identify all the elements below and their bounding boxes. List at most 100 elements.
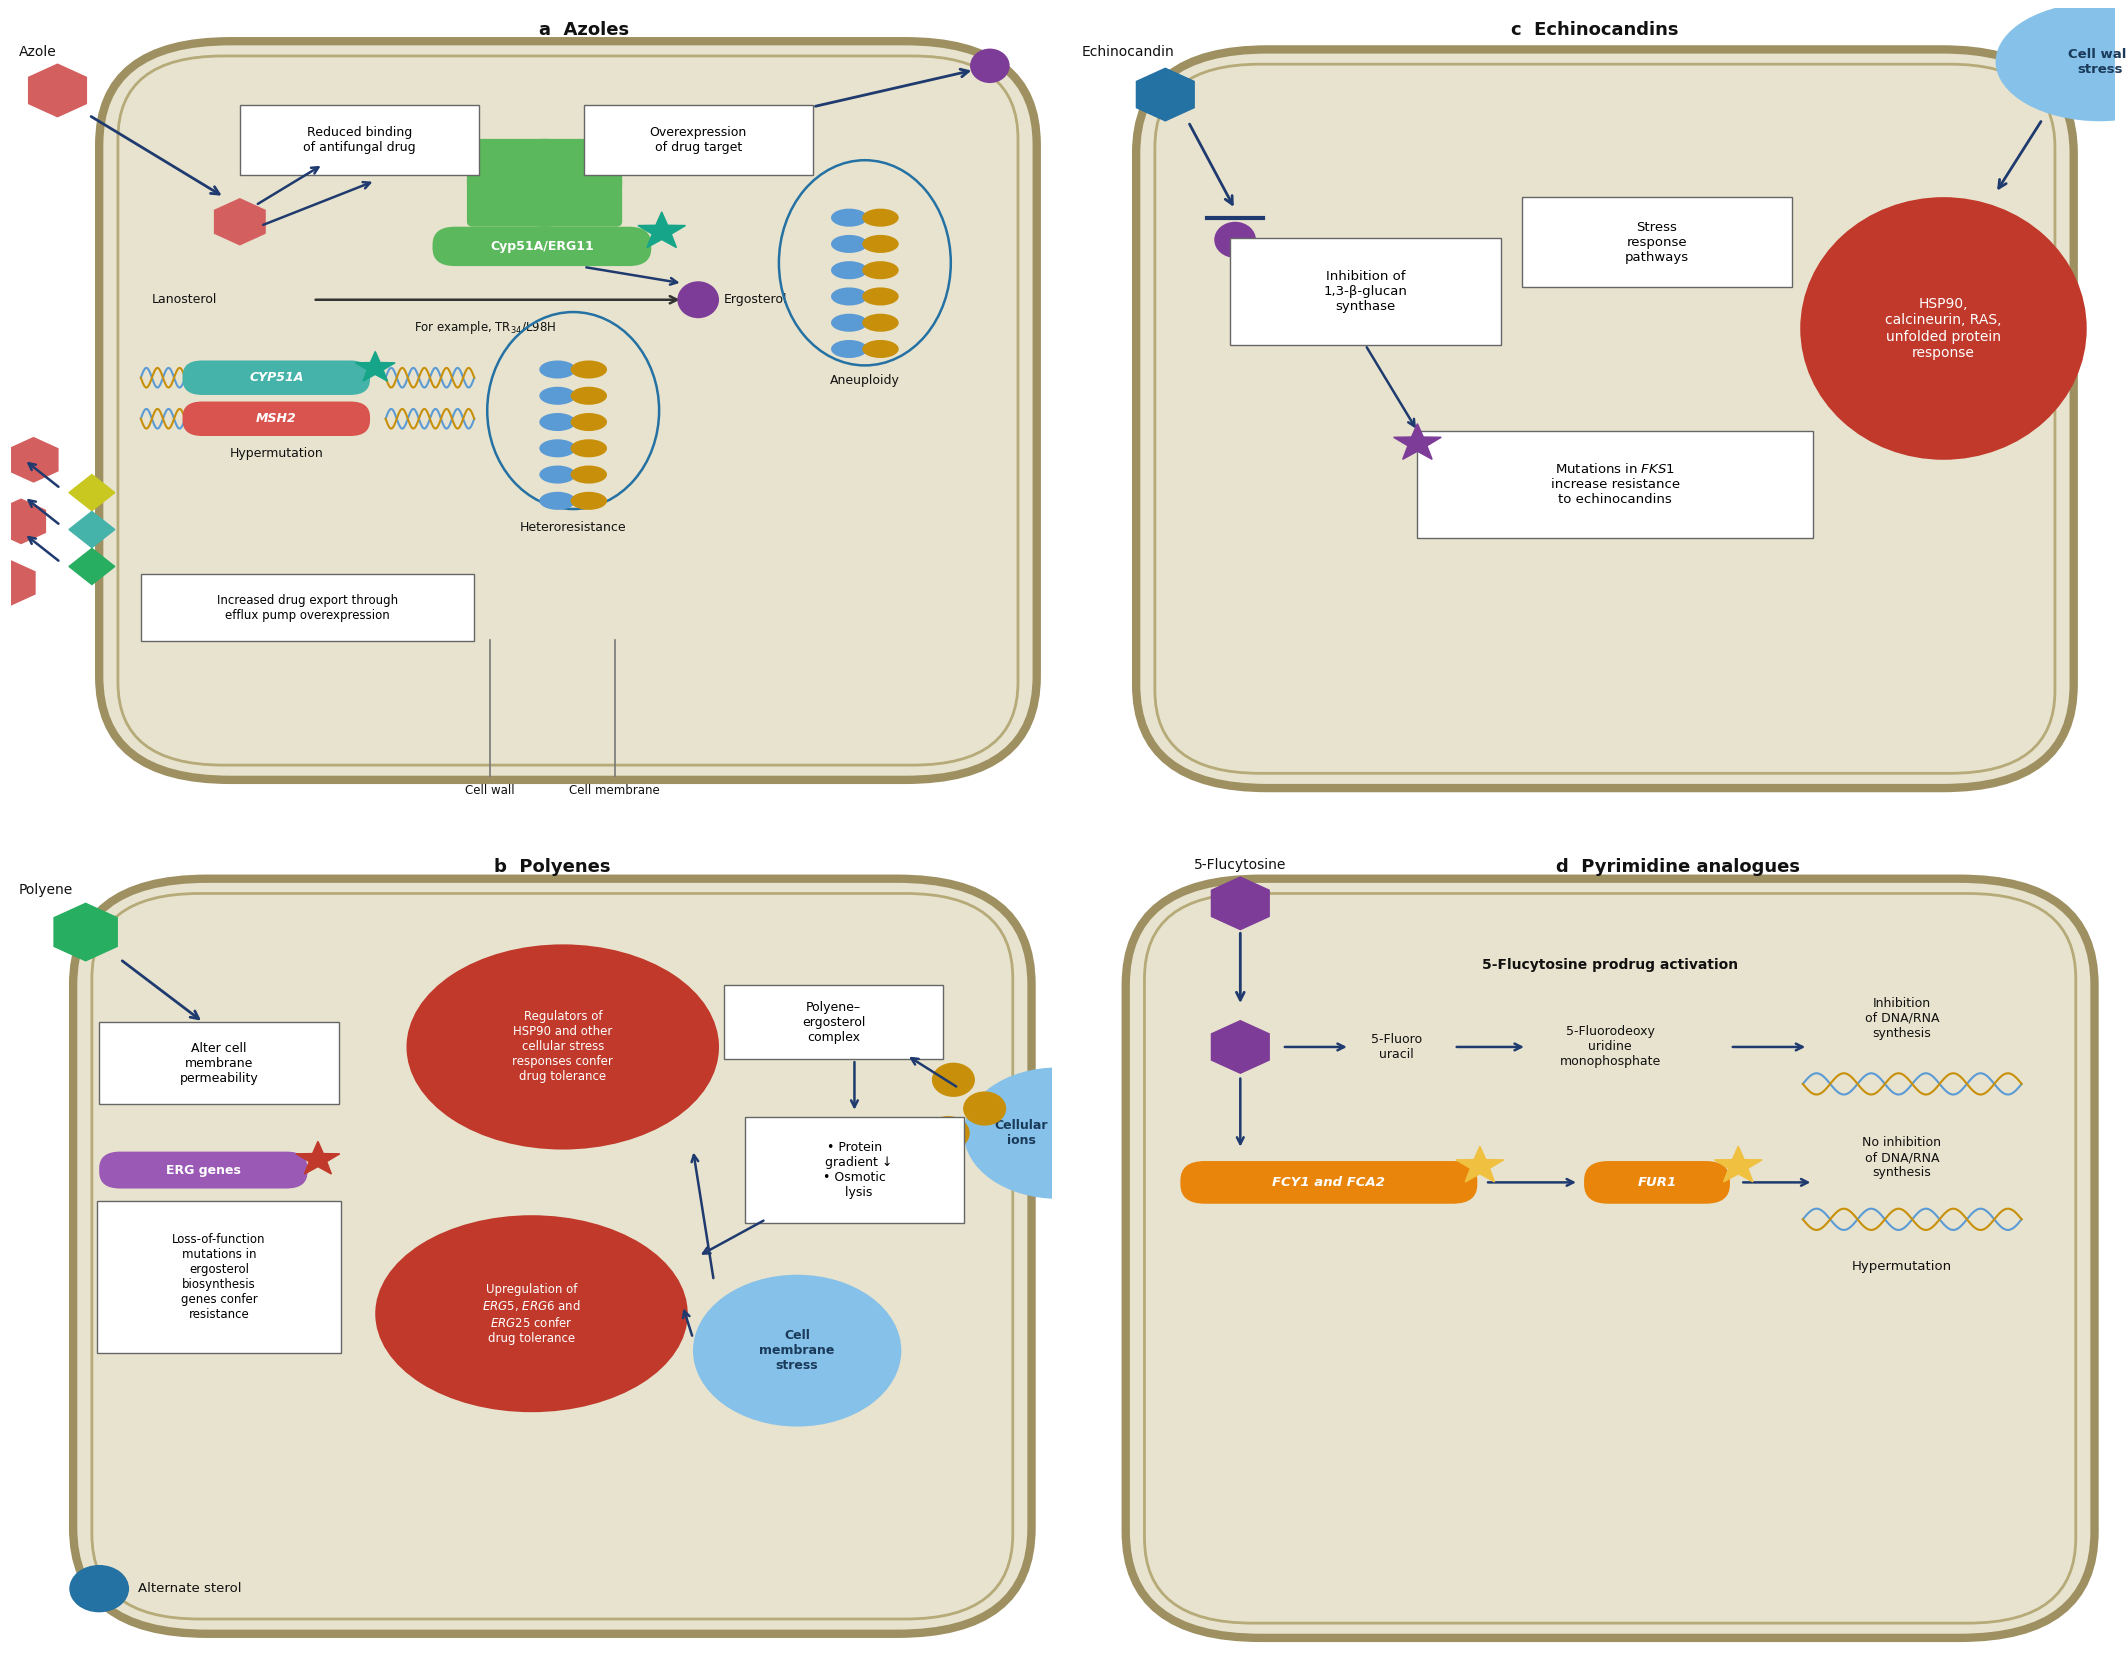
FancyBboxPatch shape [1584, 1161, 1731, 1204]
Ellipse shape [693, 1275, 901, 1427]
Ellipse shape [1801, 198, 2088, 459]
FancyBboxPatch shape [96, 1201, 342, 1353]
FancyBboxPatch shape [468, 139, 555, 189]
FancyBboxPatch shape [100, 1152, 308, 1189]
Ellipse shape [570, 387, 608, 405]
FancyBboxPatch shape [240, 106, 478, 174]
Ellipse shape [963, 1067, 1152, 1199]
Text: 5-Flucytosine: 5-Flucytosine [1195, 858, 1286, 873]
Text: b  Polyenes: b Polyenes [493, 858, 610, 876]
Text: Hypermutation: Hypermutation [230, 447, 323, 461]
Ellipse shape [540, 387, 576, 405]
FancyBboxPatch shape [183, 402, 370, 436]
Text: 5-Fluorodeoxy
uridine
monophosphate: 5-Fluorodeoxy uridine monophosphate [1560, 1025, 1660, 1069]
Text: ERG genes: ERG genes [166, 1164, 240, 1176]
Text: CYP51A: CYP51A [249, 372, 304, 384]
Text: MSH2: MSH2 [255, 412, 298, 425]
Ellipse shape [540, 414, 576, 430]
FancyBboxPatch shape [1135, 49, 2073, 789]
Text: Cell membrane: Cell membrane [570, 784, 661, 797]
Polygon shape [1212, 1020, 1269, 1074]
FancyBboxPatch shape [72, 879, 1031, 1633]
Text: For example, TR$_{34}$/L98H: For example, TR$_{34}$/L98H [415, 318, 555, 335]
Polygon shape [68, 474, 115, 511]
Polygon shape [1395, 424, 1441, 459]
Ellipse shape [540, 439, 576, 457]
Text: 5-Fluoro
uracil: 5-Fluoro uracil [1371, 1033, 1422, 1060]
Text: Inhibition
of DNA/RNA
synthesis: Inhibition of DNA/RNA synthesis [1865, 997, 1939, 1040]
Text: Ergosterol: Ergosterol [725, 293, 789, 307]
Polygon shape [1456, 1146, 1503, 1183]
Ellipse shape [570, 466, 608, 484]
FancyBboxPatch shape [468, 176, 555, 226]
Ellipse shape [969, 49, 1010, 84]
Text: Increased drug export through
efflux pump overexpression: Increased drug export through efflux pum… [217, 593, 398, 621]
Text: Regulators of
HSP90 and other
cellular stress
responses confer
drug tolerance: Regulators of HSP90 and other cellular s… [512, 1010, 612, 1084]
FancyBboxPatch shape [1229, 238, 1501, 345]
FancyBboxPatch shape [100, 42, 1037, 781]
Text: Cell
membrane
stress: Cell membrane stress [759, 1330, 836, 1372]
Ellipse shape [570, 492, 608, 509]
Polygon shape [1714, 1146, 1762, 1183]
Ellipse shape [570, 414, 608, 430]
Ellipse shape [406, 945, 719, 1149]
FancyBboxPatch shape [1522, 198, 1792, 288]
Polygon shape [638, 213, 685, 248]
Ellipse shape [1996, 2, 2126, 121]
FancyBboxPatch shape [432, 226, 651, 266]
Text: Reduced binding
of antifungal drug: Reduced binding of antifungal drug [304, 126, 417, 154]
Text: Upregulation of
$\mathit{ERG5}$, $\mathit{ERG6}$ and
$\mathit{ERG25}$ confer
dru: Upregulation of $\mathit{ERG5}$, $\mathi… [483, 1283, 580, 1345]
Ellipse shape [863, 340, 899, 358]
Text: d  Pyrimidine analogues: d Pyrimidine analogues [1556, 858, 1801, 876]
Text: HSP90,
calcineurin, RAS,
unfolded protein
response: HSP90, calcineurin, RAS, unfolded protei… [1886, 296, 2003, 360]
Polygon shape [28, 64, 87, 117]
Ellipse shape [540, 492, 576, 509]
Text: • Protein
  gradient ↓
• Osmotic
  lysis: • Protein gradient ↓ • Osmotic lysis [816, 1141, 893, 1199]
Text: Stress
response
pathways: Stress response pathways [1624, 221, 1688, 263]
Polygon shape [1212, 878, 1269, 930]
Ellipse shape [570, 439, 608, 457]
FancyBboxPatch shape [534, 139, 623, 189]
Text: 5-Flucytosine prodrug activation: 5-Flucytosine prodrug activation [1482, 958, 1739, 971]
Ellipse shape [863, 235, 899, 253]
Ellipse shape [863, 261, 899, 280]
Text: a  Azoles: a Azoles [538, 20, 629, 39]
Text: Cell wall
stress: Cell wall stress [2069, 47, 2126, 75]
Ellipse shape [540, 466, 576, 484]
Ellipse shape [831, 288, 867, 305]
Polygon shape [355, 352, 395, 382]
Ellipse shape [831, 235, 867, 253]
Text: c  Echinocandins: c Echinocandins [1512, 20, 1677, 39]
Text: Aneuploidy: Aneuploidy [829, 374, 899, 387]
Ellipse shape [863, 288, 899, 305]
Text: Alter cell
membrane
permeability: Alter cell membrane permeability [179, 1042, 259, 1085]
Text: Overexpression
of drug target: Overexpression of drug target [651, 126, 746, 154]
Text: Hypermutation: Hypermutation [1852, 1260, 1952, 1273]
Text: Cyp51A/ERG11: Cyp51A/ERG11 [489, 240, 593, 253]
Polygon shape [296, 1141, 340, 1174]
Text: Loss-of-function
mutations in
ergosterol
biosynthesis
genes confer
resistance: Loss-of-function mutations in ergosterol… [172, 1233, 266, 1322]
Text: Lanosterol: Lanosterol [151, 293, 217, 307]
Polygon shape [0, 561, 34, 605]
FancyBboxPatch shape [534, 176, 623, 226]
FancyBboxPatch shape [140, 575, 474, 642]
Ellipse shape [863, 313, 899, 332]
FancyBboxPatch shape [1180, 1161, 1478, 1204]
Ellipse shape [570, 360, 608, 379]
Polygon shape [9, 437, 57, 482]
Text: Echinocandin: Echinocandin [1082, 45, 1176, 59]
FancyBboxPatch shape [100, 1022, 338, 1104]
Text: Mutations in $\mathit{FKS1}$
increase resistance
to echinocandins: Mutations in $\mathit{FKS1}$ increase re… [1550, 462, 1680, 506]
Text: Polyene–
ergosterol
complex: Polyene– ergosterol complex [802, 1002, 865, 1044]
FancyBboxPatch shape [183, 360, 370, 395]
Text: Cell wall: Cell wall [466, 784, 514, 797]
Text: Heteroresistance: Heteroresistance [521, 521, 627, 534]
Text: No inhibition
of DNA/RNA
synthesis: No inhibition of DNA/RNA synthesis [1862, 1136, 1941, 1179]
Ellipse shape [678, 281, 719, 318]
FancyBboxPatch shape [583, 106, 812, 174]
FancyBboxPatch shape [744, 1117, 963, 1223]
Text: Polyene: Polyene [19, 883, 72, 896]
Text: Cellular
ions: Cellular ions [995, 1119, 1048, 1147]
Ellipse shape [374, 1216, 689, 1412]
FancyBboxPatch shape [1418, 430, 1813, 538]
